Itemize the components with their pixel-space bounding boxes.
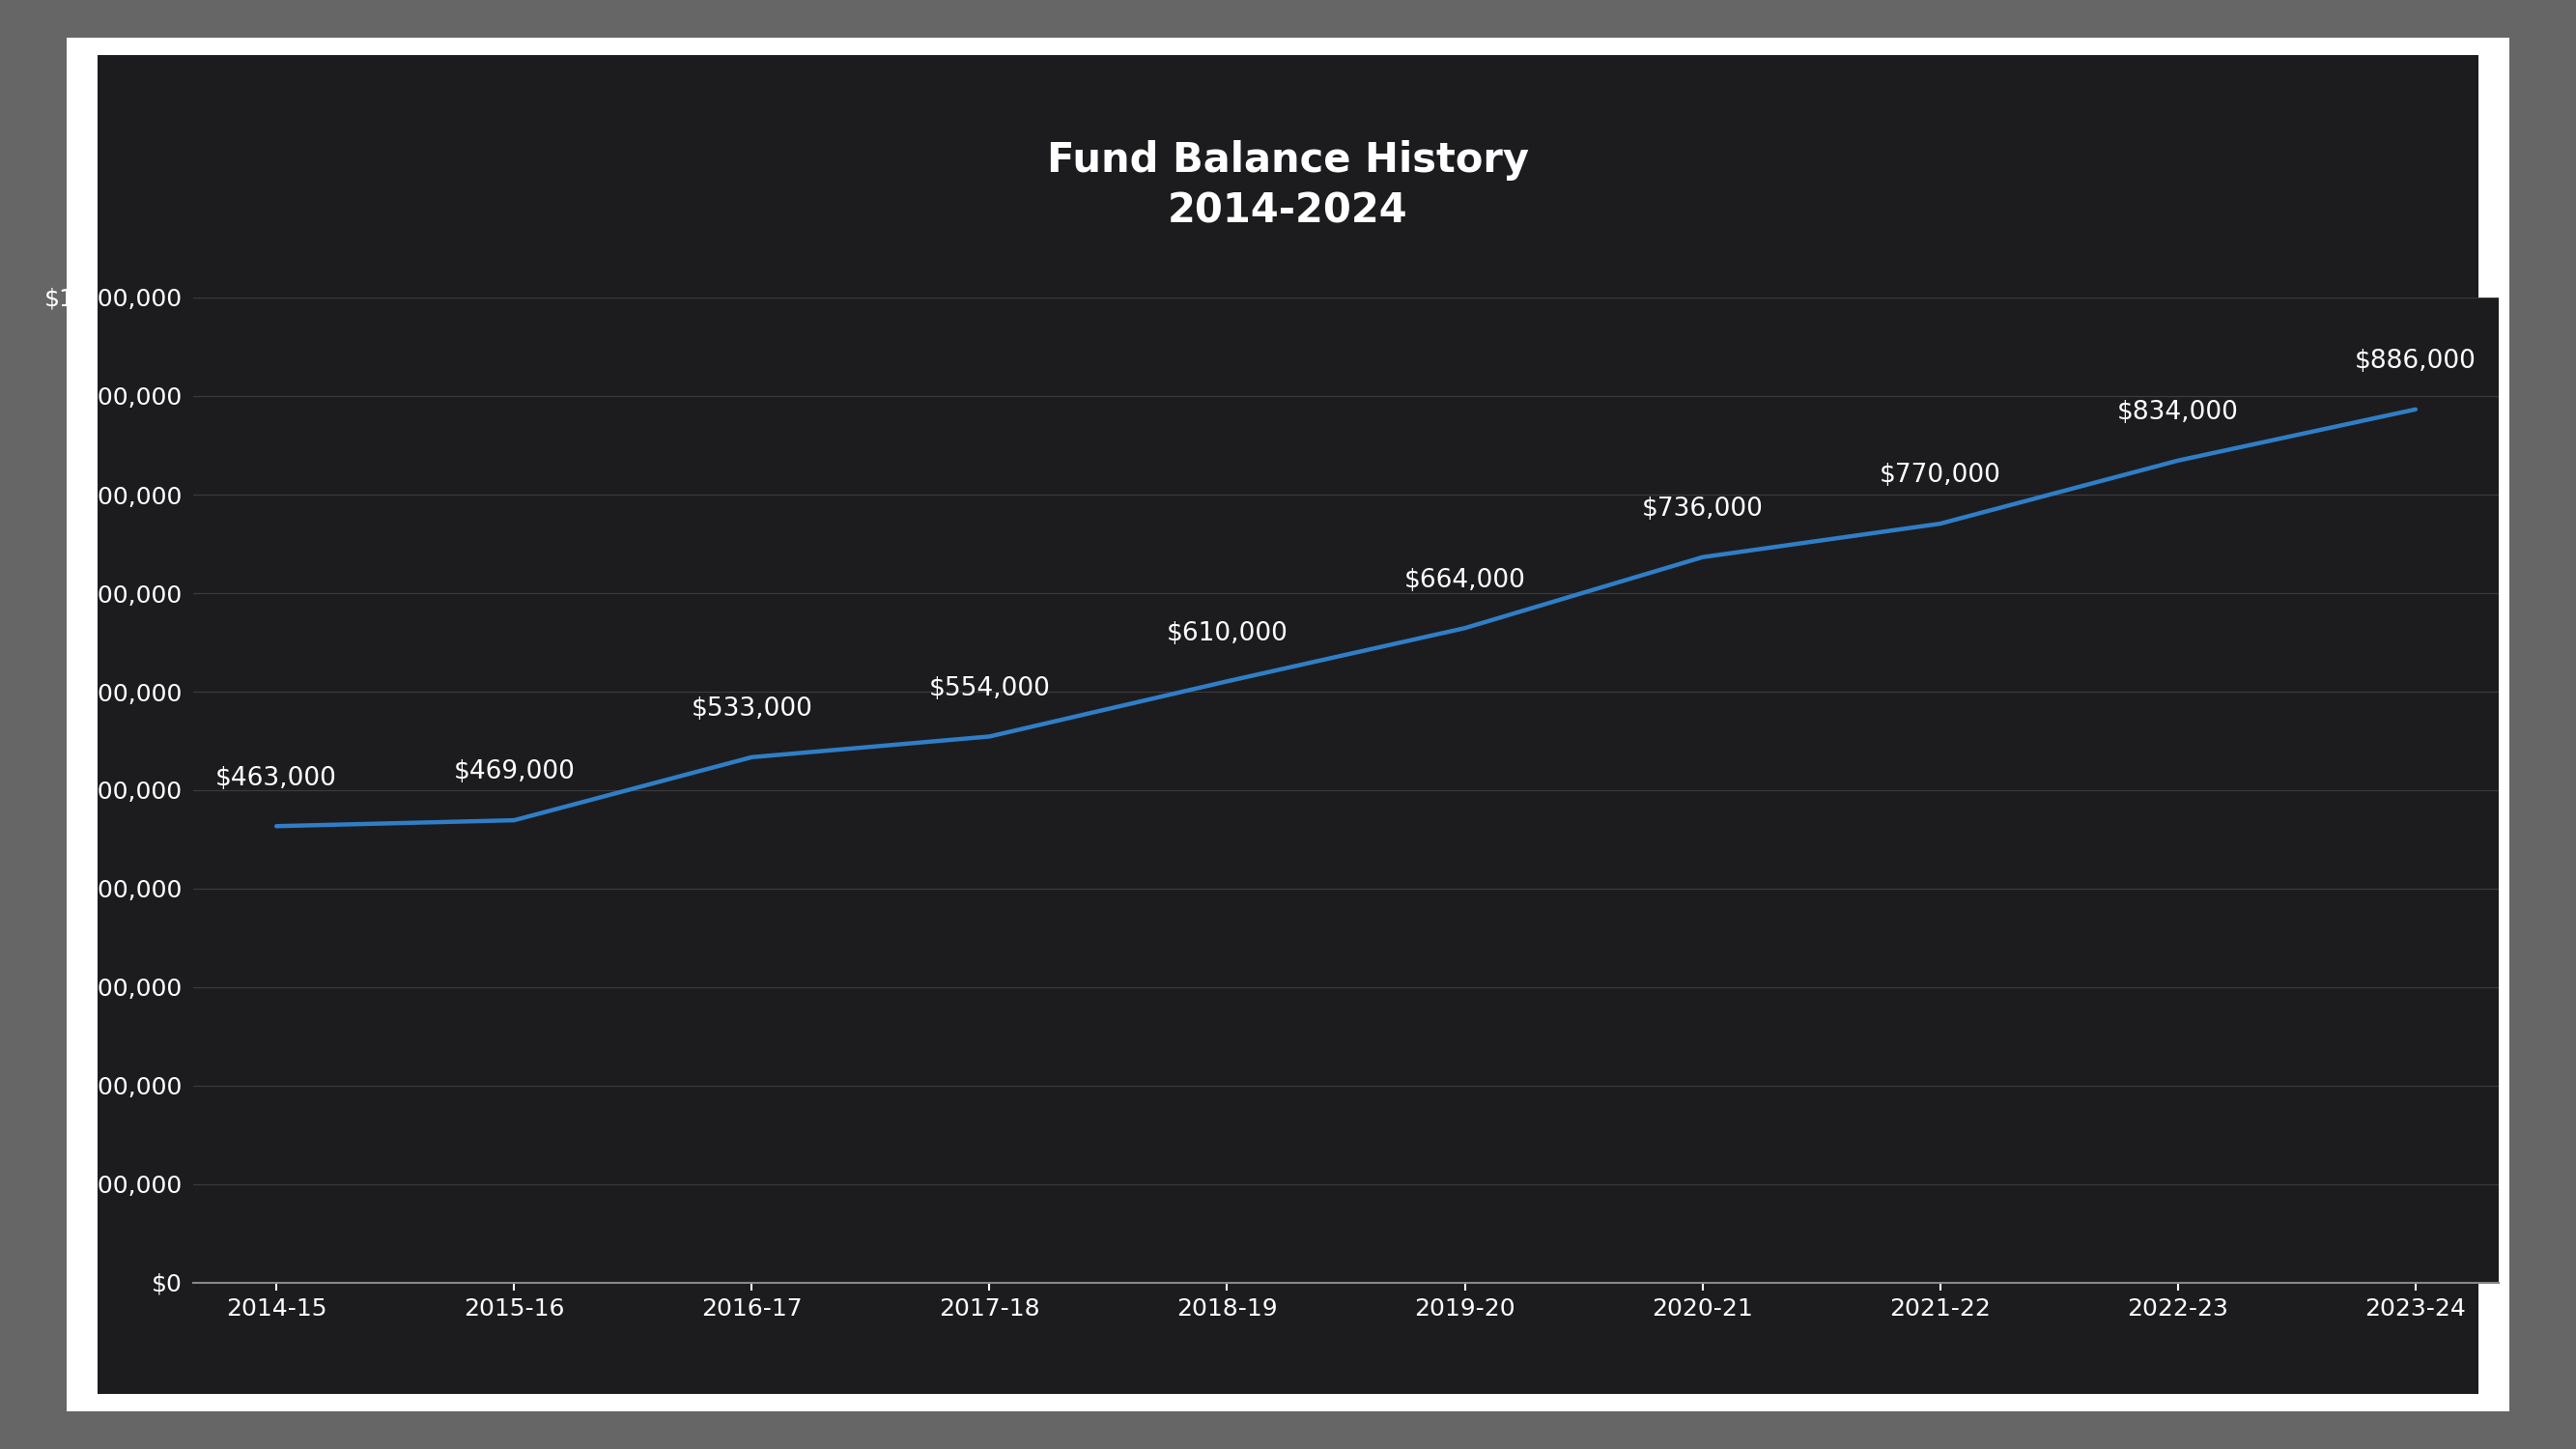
Text: $610,000: $610,000 <box>1167 620 1288 646</box>
Text: $834,000: $834,000 <box>2117 400 2239 425</box>
Text: $886,000: $886,000 <box>2354 349 2476 374</box>
Text: $770,000: $770,000 <box>1880 464 2002 488</box>
Text: Fund Balance History: Fund Balance History <box>1046 141 1530 181</box>
Text: $554,000: $554,000 <box>927 675 1051 701</box>
Text: $736,000: $736,000 <box>1641 497 1765 522</box>
Text: $469,000: $469,000 <box>453 759 574 785</box>
Text: $463,000: $463,000 <box>216 765 337 791</box>
Text: $664,000: $664,000 <box>1404 568 1525 593</box>
Text: $533,000: $533,000 <box>690 697 811 722</box>
Text: 2014-2024: 2014-2024 <box>1167 191 1409 232</box>
